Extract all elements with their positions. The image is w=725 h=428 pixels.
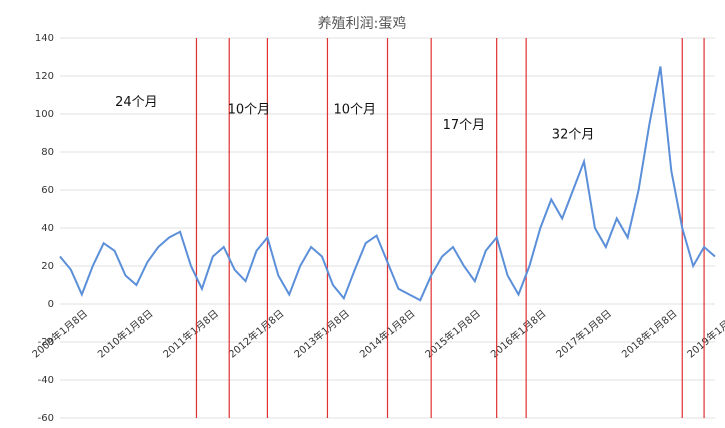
- y-tick-label: 100: [35, 109, 54, 120]
- y-tick-label: -40: [38, 375, 54, 386]
- y-tick-label: 140: [35, 33, 54, 44]
- series-line: [59, 66, 716, 302]
- x-tick-label: 2009年1月8日: [29, 307, 90, 361]
- annotation: 10个月: [333, 103, 376, 118]
- x-tick-label: 2012年1月8日: [226, 307, 287, 361]
- y-tick-label: 60: [41, 185, 54, 196]
- y-tick-label: -60: [38, 413, 54, 424]
- x-tick-label: 2013年1月8日: [291, 307, 352, 361]
- annotation: 32个月: [552, 127, 595, 142]
- chart-title: 养殖利润:蛋鸡: [318, 15, 407, 32]
- y-tick-label: 120: [35, 71, 54, 82]
- x-tick-label: 2017年1月8日: [553, 307, 614, 361]
- y-tick-label: -20: [38, 337, 54, 348]
- x-tick-label: 2018年1月8日: [619, 307, 680, 361]
- annotation: 24个月: [115, 95, 158, 110]
- x-tick-label: 2011年1月8日: [160, 307, 221, 361]
- y-tick-label: 80: [41, 147, 54, 158]
- y-tick-label: 0: [48, 299, 54, 310]
- x-tick-label: 2010年1月8日: [95, 307, 156, 361]
- y-tick-label: 40: [41, 223, 54, 234]
- x-tick-label: 2019年1月8日: [684, 307, 725, 361]
- y-tick-label: 20: [41, 261, 54, 272]
- annotation: 17个月: [443, 118, 486, 133]
- annotation: 10个月: [228, 103, 271, 118]
